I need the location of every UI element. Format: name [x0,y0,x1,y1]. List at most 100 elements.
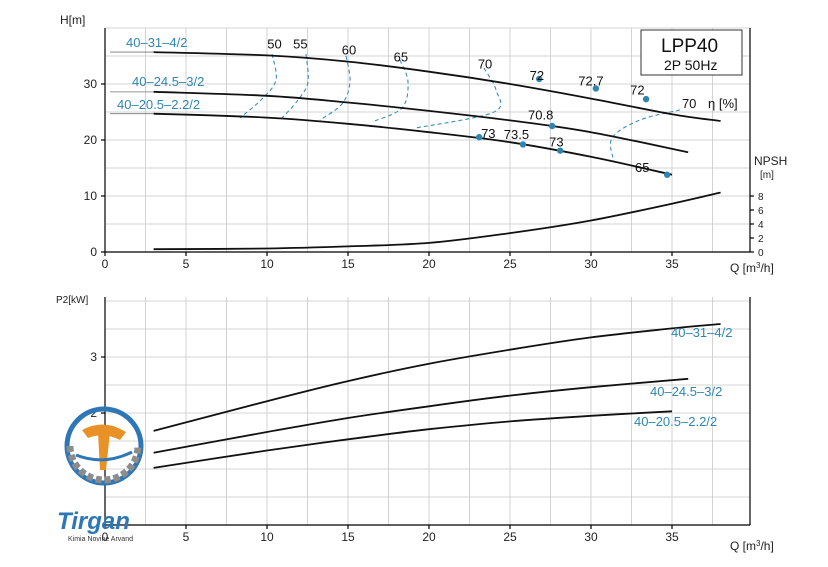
efficiency-label: 73 [481,126,495,141]
npsh-tick-label: 6 [758,206,764,217]
x-tick-label: 20 [422,530,436,544]
efficiency-label: 70 [478,56,492,71]
power-y-axis-label: P2[kW] [56,295,88,306]
head-y-axis-label: H[m] [60,13,85,27]
logo-brand: Tirgan [57,508,130,535]
npsh-tick-label: 8 [758,192,764,203]
efficiency-label: 60 [342,42,356,57]
efficiency-iso-line [239,53,277,119]
npsh-curve-line [153,191,721,251]
efficiency-label: 72 [530,68,544,83]
efficiency-iso-line [281,53,309,119]
head-curve-label: 40–20.5–2.2/2 [117,97,200,112]
efficiency-points [476,75,671,178]
head-curve-labels: 40–31–4/2 40–24.5–3/2 40–20.5–2.2/2 [117,35,204,112]
efficiency-point [592,85,600,92]
efficiency-iso-line [415,67,502,129]
efficiency-iso-lines [239,53,681,163]
power-chart-y-ticks: 23 [90,350,105,420]
efficiency-label: 72.7 [578,74,603,89]
power-curve-labels: 40–31–4/2 40–24.5–3/2 40–20.5–2.2/2 [634,325,732,429]
npsh-tick-label: 4 [758,220,764,231]
efficiency-iso-line [371,59,409,123]
head-curve-line [153,51,721,122]
efficiency-axis-label: η [%] [708,96,738,111]
x-tick-label: 30 [584,257,598,271]
npsh-tick-label: 0 [758,248,764,259]
efficiency-label: 70 [682,96,696,111]
npsh-tick-label: 2 [758,234,764,245]
x-tick-label: 10 [260,530,274,544]
logo-wave [75,450,133,462]
head-chart-x-ticks: 0 5 10 15 20 25 30 35 [102,252,679,271]
power-curves [153,323,721,469]
logo-tagline: Kimia Novine Arvand [68,536,133,543]
logo-t-shape [98,432,110,470]
gear-icon [66,445,142,484]
efficiency-label: 73 [549,135,563,150]
power-curve-label: 40–31–4/2 [671,325,732,340]
efficiency-point [642,95,650,103]
head-curves [153,51,721,176]
model-title: LPP40 [661,36,718,57]
efficiency-label: 65 [394,50,408,65]
head-curve-label: 40–31–4/2 [126,35,187,50]
efficiency-label: 65 [635,160,649,175]
x-tick-label: 35 [665,530,679,544]
efficiency-iso-line [319,55,351,121]
x-tick-label: 35 [665,257,679,271]
tirgan-logo: Tirgan Kimia Novine Arvand [57,406,144,543]
y-tick-label: 3 [90,350,97,364]
power-curve-line [153,323,721,432]
efficiency-point [535,75,543,83]
power-curve-label: 40–24.5–3/2 [650,384,722,399]
x-tick-label: 25 [503,530,517,544]
model-subtitle: 2P 50Hz [664,57,717,73]
efficiency-labels: 50 55 60 65 70 72 72.7 72 70 70.8 73 73.5 73 65 [267,37,696,175]
head-curve-line [153,90,689,154]
y-tick-label: 2 [90,406,97,420]
npsh-axis-ticks: 0 2 4 6 8 [750,192,764,259]
x-tick-label: 30 [584,530,598,544]
y-tick-label: 30 [84,77,98,91]
x-tick-label: 10 [260,257,274,271]
npsh-curve [153,191,721,251]
efficiency-label: 72 [630,83,644,98]
efficiency-point [548,122,556,130]
power-curve-line [153,410,673,469]
power-curve-label: 40–20.5–2.2/2 [634,414,717,429]
efficiency-label: 70.8 [528,107,553,122]
efficiency-label: 73.5 [504,127,529,142]
x-tick-label: 15 [341,257,355,271]
power-curve-line [153,377,689,454]
npsh-axis-unit: [m] [760,170,774,181]
x-tick-label: 25 [503,257,517,271]
power-chart-grid [104,297,750,526]
x-tick-label: 0 [102,530,109,544]
efficiency-label: 50 [267,37,281,52]
head-curve-line [153,112,673,176]
model-box [640,29,743,76]
x-tick-label: 15 [341,530,355,544]
y-tick-label: 20 [84,133,98,147]
efficiency-label: 55 [293,37,307,52]
head-curve-label: 40–24.5–3/2 [132,74,204,89]
x-tick-label: 0 [102,257,109,271]
efficiency-point [557,147,564,154]
efficiency-point [476,134,483,141]
power-chart-x-ticks: 0 5 10 15 20 25 30 35 [102,525,679,544]
x-tick-label: 5 [183,530,190,544]
efficiency-point [519,141,527,148]
curve-label-guides [110,51,154,115]
y-tick-label: 0 [90,245,97,259]
efficiency-point [663,171,671,178]
head-chart-y-ticks: 0 10 20 30 [84,77,105,259]
npsh-axis-label: NPSH [754,154,787,168]
x-tick-label: 5 [183,257,190,271]
power-x-axis-label: Q [m3/h] [730,539,774,553]
head-x-axis-label: Q [m3/h] [730,261,774,275]
y-tick-label: 10 [84,189,98,203]
efficiency-iso-line [609,109,681,163]
x-tick-label: 20 [422,257,436,271]
